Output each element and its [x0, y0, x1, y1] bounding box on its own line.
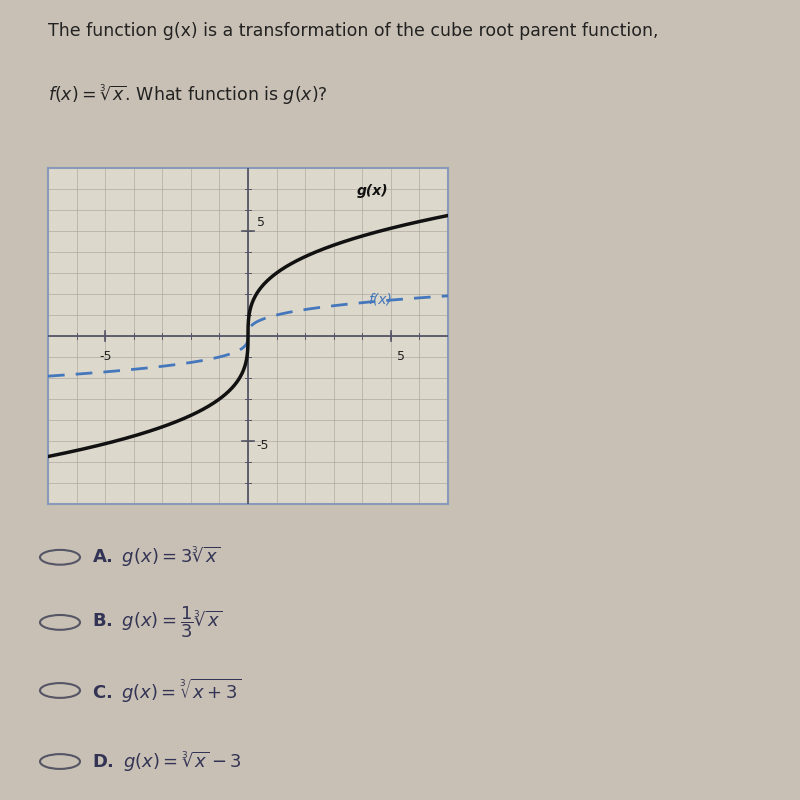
- Text: $\mathbf{C.}$ $g(x) = \sqrt[3]{x+3}$: $\mathbf{C.}$ $g(x) = \sqrt[3]{x+3}$: [92, 677, 241, 705]
- Text: 5: 5: [397, 350, 405, 362]
- Text: -5: -5: [99, 350, 111, 362]
- Text: The function g(x) is a transformation of the cube root parent function,: The function g(x) is a transformation of…: [48, 22, 658, 39]
- Text: f(x): f(x): [368, 293, 392, 306]
- Text: $\mathbf{D.}$ $g(x) = \sqrt[3]{x} - 3$: $\mathbf{D.}$ $g(x) = \sqrt[3]{x} - 3$: [92, 750, 242, 774]
- Text: g(x): g(x): [357, 184, 388, 198]
- Text: $f(x) = \sqrt[3]{x}$. What function is $g(x)$?: $f(x) = \sqrt[3]{x}$. What function is $…: [48, 82, 328, 106]
- Text: $\mathbf{A.}$ $g(x) = 3\sqrt[3]{x}$: $\mathbf{A.}$ $g(x) = 3\sqrt[3]{x}$: [92, 546, 220, 570]
- Text: 5: 5: [257, 216, 265, 229]
- Text: $\mathbf{B.}$ $g(x) = \dfrac{1}{3}\sqrt[3]{x}$: $\mathbf{B.}$ $g(x) = \dfrac{1}{3}\sqrt[…: [92, 605, 222, 640]
- Text: -5: -5: [257, 439, 269, 452]
